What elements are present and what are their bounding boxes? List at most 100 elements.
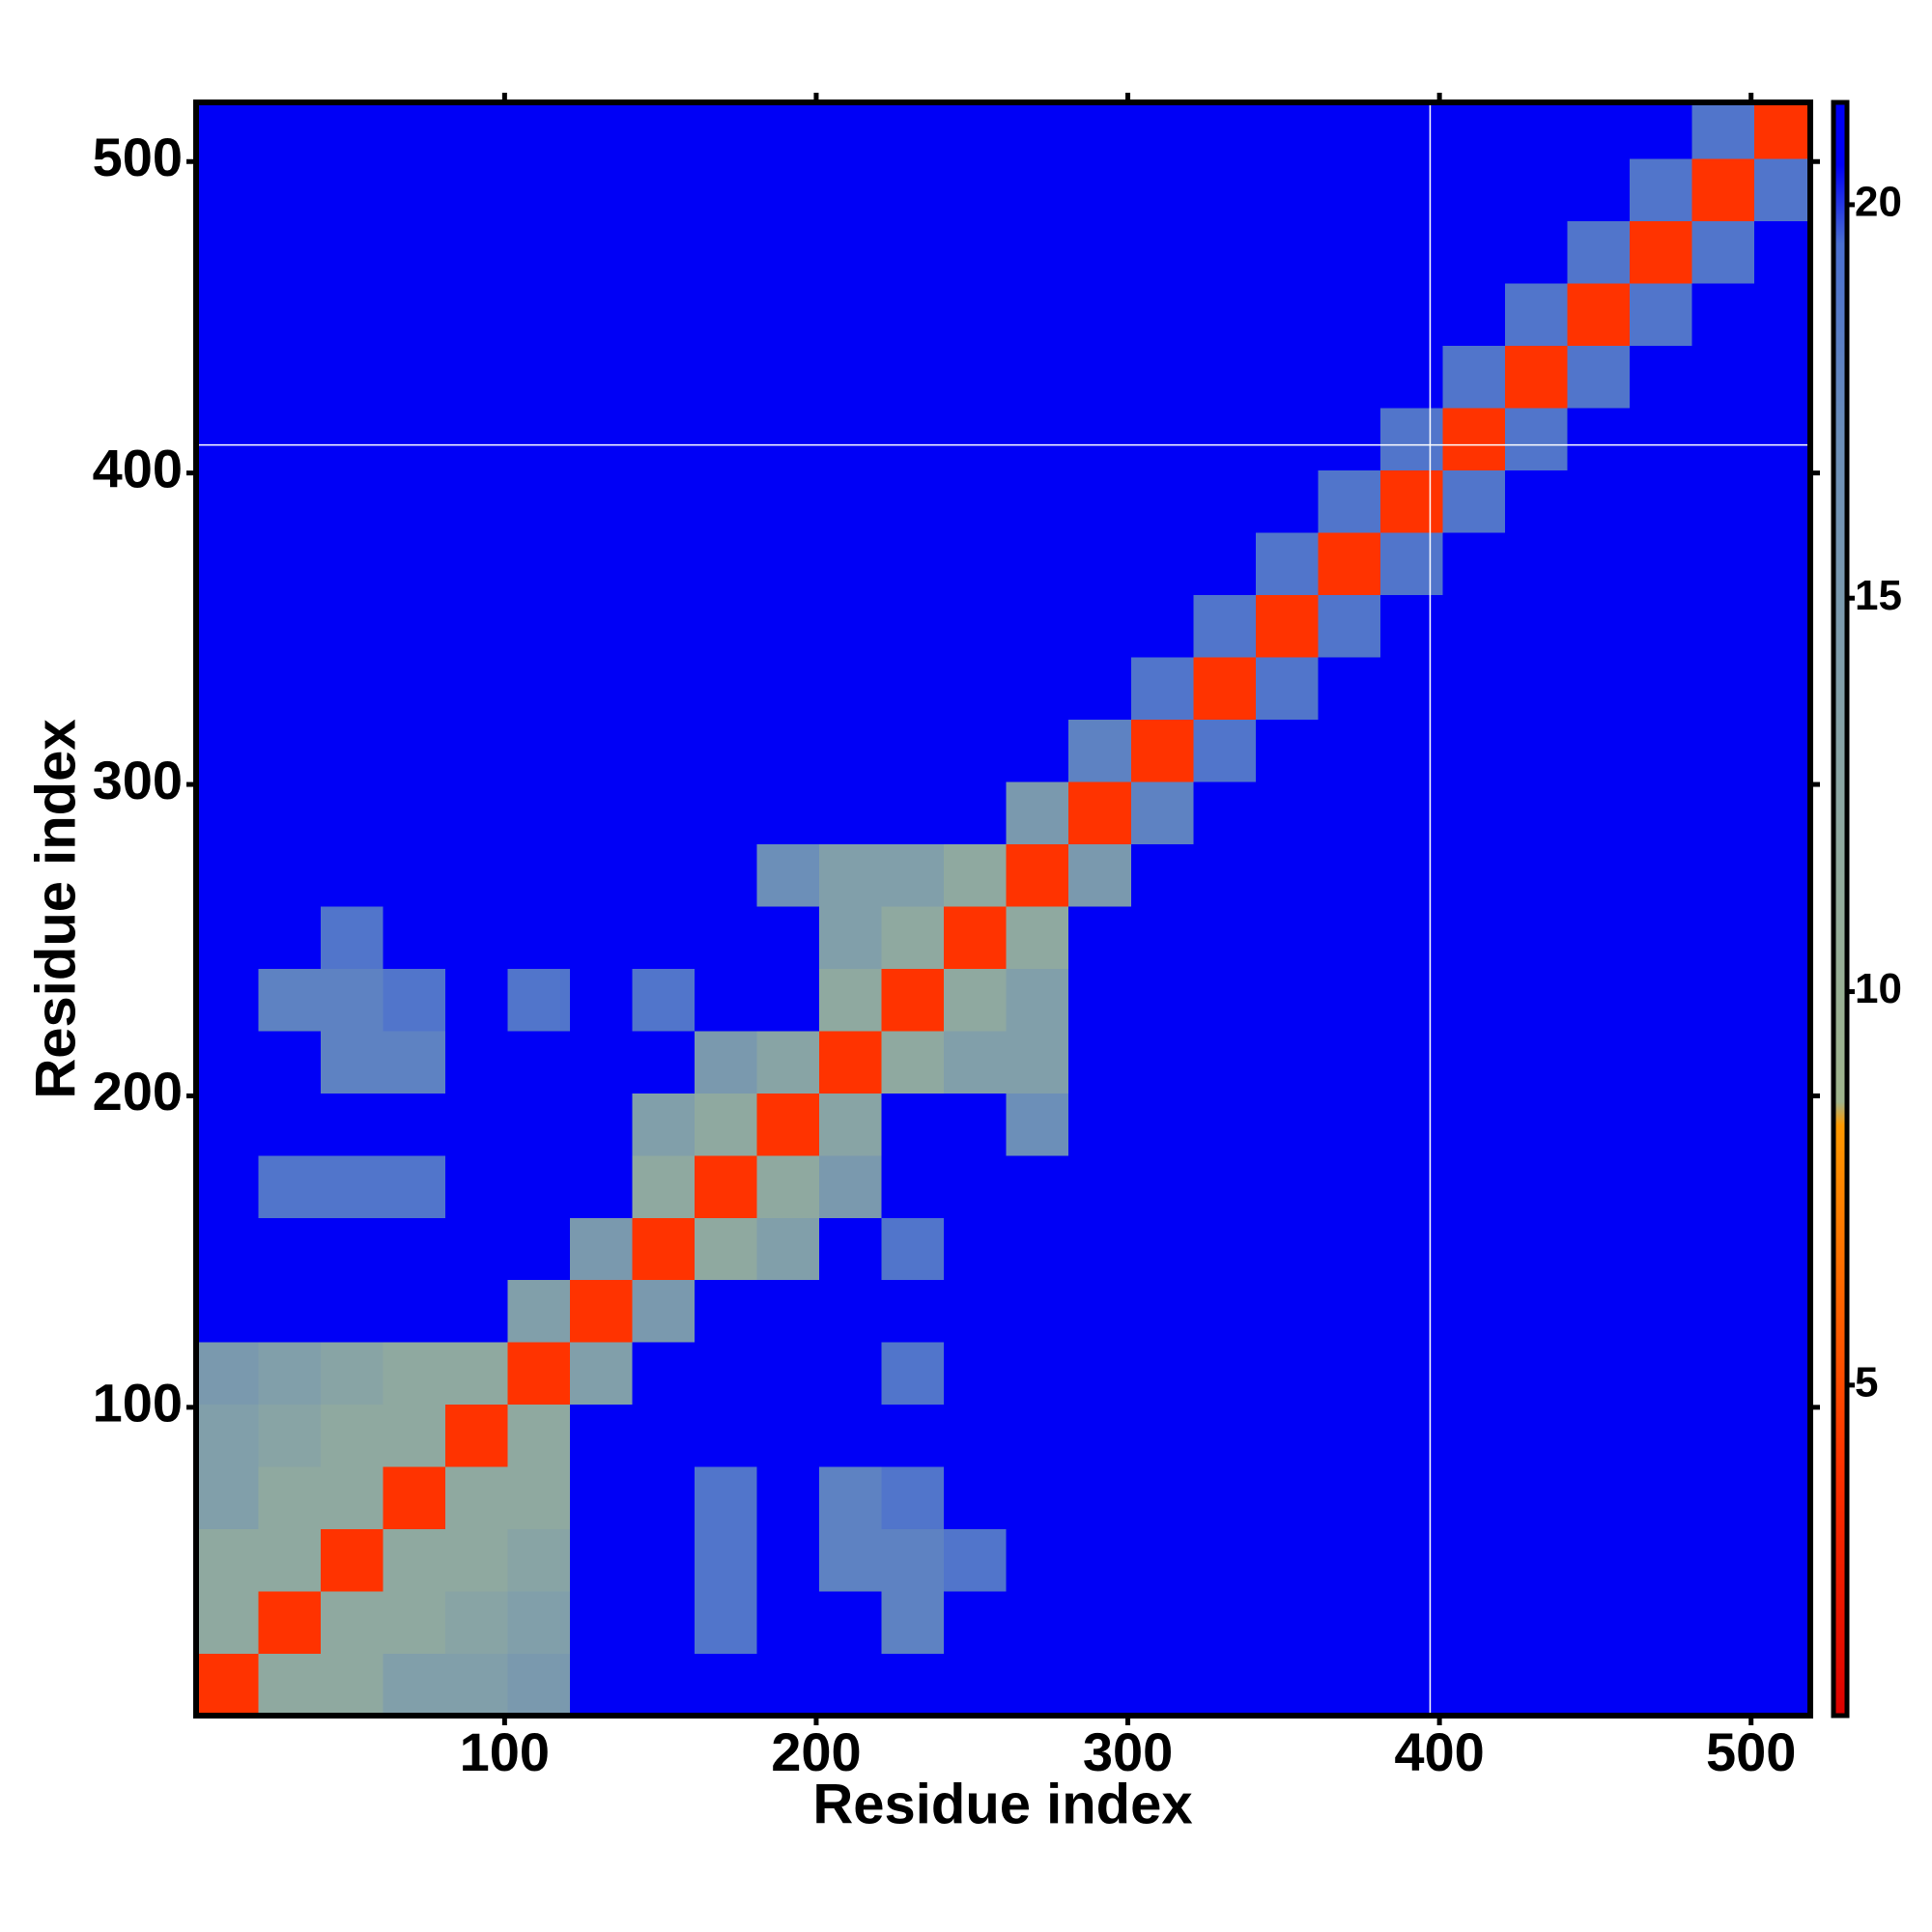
heatmap-cell — [445, 407, 509, 471]
heatmap-cell — [1442, 1653, 1506, 1716]
heatmap-cell — [1006, 407, 1069, 471]
heatmap-cell — [1504, 1342, 1568, 1406]
heatmap-cell — [756, 1466, 820, 1530]
heatmap-cell — [1442, 158, 1506, 222]
heatmap-cell — [1318, 719, 1381, 782]
heatmap-cell — [570, 1154, 634, 1218]
heatmap-cell — [507, 469, 571, 533]
heatmap-cell — [1255, 1466, 1319, 1530]
heatmap-cell — [1318, 102, 1381, 159]
heatmap-cell — [570, 102, 634, 159]
heatmap-cell — [507, 407, 571, 471]
heatmap-cell — [1504, 905, 1568, 969]
heatmap-cell — [1442, 469, 1506, 533]
heatmap-cell — [1193, 1528, 1257, 1592]
heatmap-cell — [1753, 531, 1810, 595]
heatmap-cell — [445, 1279, 509, 1343]
heatmap-cell — [1691, 1591, 1755, 1655]
heatmap-cell — [1629, 158, 1693, 222]
heatmap-cell — [1753, 905, 1810, 969]
heatmap-cell — [321, 1279, 384, 1343]
heatmap-cell — [570, 905, 634, 969]
heatmap-cell — [819, 158, 883, 222]
heatmap-cell — [1442, 1528, 1506, 1592]
heatmap-cell — [1318, 531, 1381, 595]
heatmap-cell — [1567, 1093, 1631, 1156]
heatmap-cell — [258, 1030, 322, 1094]
heatmap-cell — [1442, 656, 1506, 720]
heatmap-cell — [258, 843, 322, 907]
heatmap-cell — [1629, 531, 1693, 595]
heatmap-cell — [1629, 407, 1693, 471]
heatmap-cell — [445, 1404, 509, 1467]
heatmap-cell — [1442, 220, 1506, 284]
heatmap-cell — [944, 1528, 1008, 1592]
heatmap-cell — [383, 282, 446, 347]
heatmap-cell — [881, 843, 945, 907]
heatmap-cell — [695, 158, 758, 222]
heatmap-cell — [1006, 531, 1069, 595]
heatmap-cell — [1504, 1217, 1568, 1281]
heatmap-cell — [383, 843, 446, 907]
heatmap-cell — [881, 594, 945, 658]
heatmap-cell — [1068, 968, 1132, 1032]
heatmap-cell — [1691, 1466, 1755, 1530]
heatmap-cell — [321, 220, 384, 284]
heatmap-cell — [1379, 843, 1443, 907]
heatmap-cell — [1567, 531, 1631, 595]
heatmap-cell — [1442, 1093, 1506, 1156]
heatmap-cell — [258, 282, 322, 347]
heatmap-cell — [695, 469, 758, 533]
heatmap-cell — [383, 1591, 446, 1655]
heatmap-cell — [383, 656, 446, 720]
heatmap-cell — [383, 1093, 446, 1156]
heatmap-cell — [1006, 1342, 1069, 1406]
heatmap-cell — [1255, 1217, 1319, 1281]
heatmap-cell — [1006, 1466, 1069, 1530]
heatmap-cell — [570, 719, 634, 782]
heatmap-cell — [1006, 220, 1069, 284]
heatmap-cell — [507, 345, 571, 409]
heatmap-cell — [1629, 102, 1693, 159]
heatmap-cell — [321, 1591, 384, 1655]
heatmap-cell — [819, 1404, 883, 1467]
heatmap-cell — [258, 102, 322, 159]
heatmap-cell — [1068, 531, 1132, 595]
heatmap-cell — [632, 469, 696, 533]
heatmap-cell — [1006, 1653, 1069, 1716]
heatmap-cell — [1193, 1591, 1257, 1655]
heatmap-cell — [1193, 1279, 1257, 1343]
heatmap-cell — [756, 531, 820, 595]
heatmap-cell — [1193, 1217, 1257, 1281]
heatmap-cell — [258, 531, 322, 595]
heatmap-cell — [944, 968, 1008, 1032]
heatmap-cell — [1753, 345, 1810, 409]
heatmap-cell — [1442, 594, 1506, 658]
heatmap-cell — [881, 282, 945, 347]
heatmap-cell — [1567, 843, 1631, 907]
heatmap-cell — [383, 594, 446, 658]
heatmap-cell — [632, 531, 696, 595]
heatmap-cell — [1193, 1466, 1257, 1530]
heatmap-cell — [1379, 282, 1443, 347]
heatmap-cell — [819, 1093, 883, 1156]
x-tick-label: 300 — [1083, 1721, 1173, 1782]
heatmap-cell — [1006, 469, 1069, 533]
heatmap-cell — [258, 905, 322, 969]
heatmap-cell — [507, 905, 571, 969]
heatmap-cell — [196, 781, 260, 844]
heatmap-cell — [1753, 102, 1810, 159]
heatmap-cell — [632, 220, 696, 284]
heatmap-cell — [383, 1653, 446, 1716]
heatmap-cell — [1193, 282, 1257, 347]
heatmap-cell — [507, 1528, 571, 1592]
heatmap-cell — [1504, 531, 1568, 595]
heatmap-cell — [1504, 843, 1568, 907]
heatmap-cell — [1068, 719, 1132, 782]
heatmap-cell — [819, 531, 883, 595]
heatmap-cell — [632, 781, 696, 844]
heatmap-cell — [695, 1591, 758, 1655]
heatmap-cell — [944, 1154, 1008, 1218]
heatmap-cell — [445, 531, 509, 595]
